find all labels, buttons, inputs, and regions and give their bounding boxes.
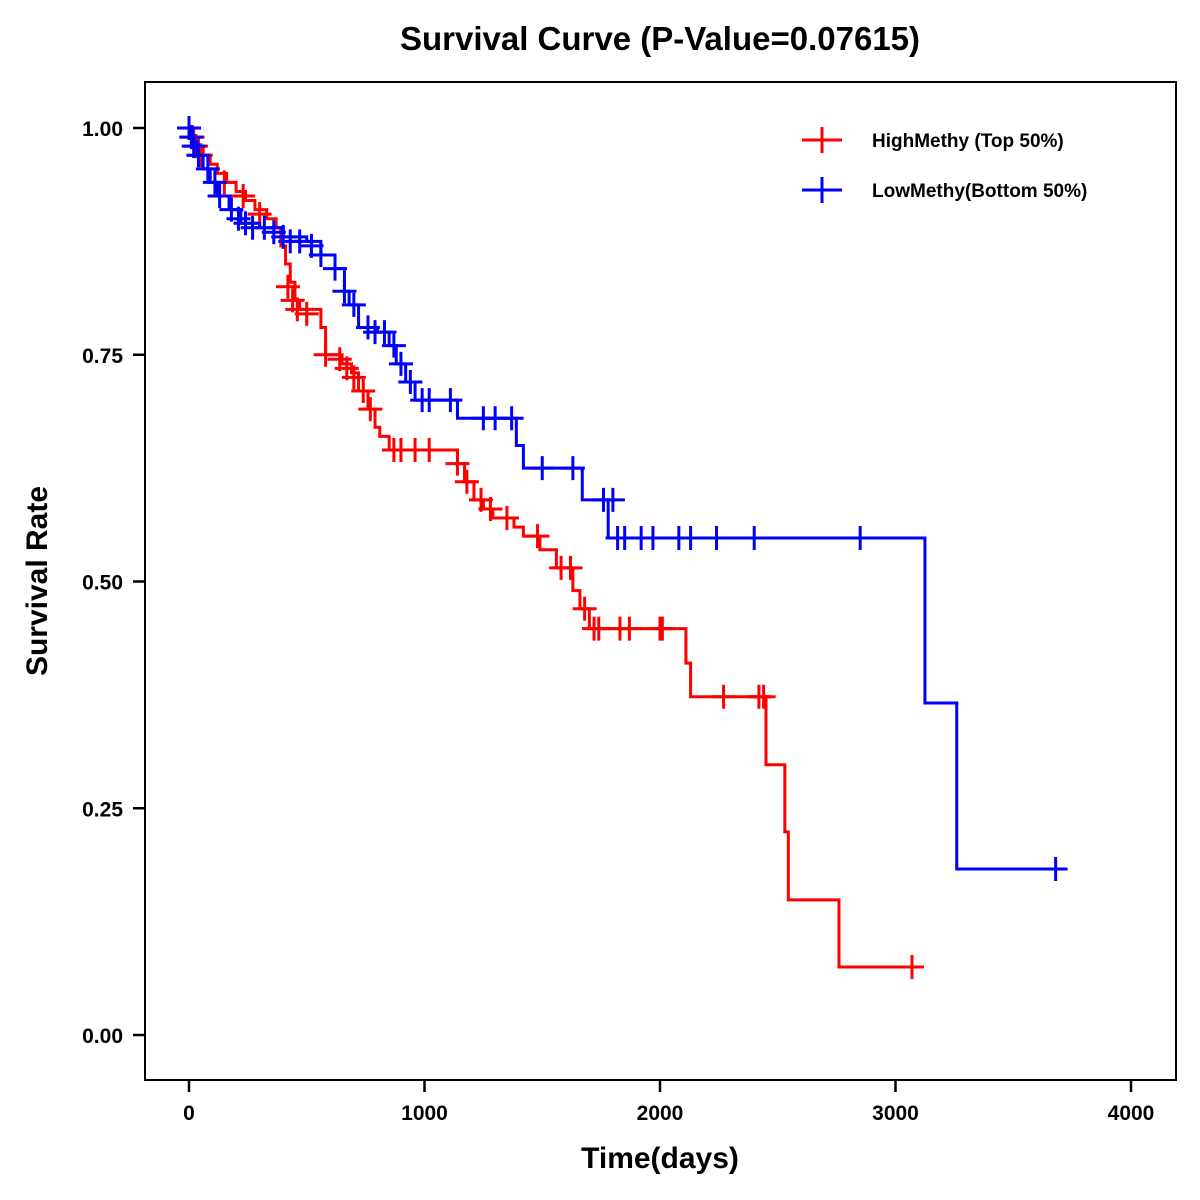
y-tick-label: 0.25 [82, 798, 123, 821]
y-tick-label: 0.50 [82, 572, 123, 595]
censor-mark [1043, 857, 1068, 882]
censor-mark [294, 301, 319, 326]
y-axis-label: Survival Rate [21, 486, 54, 676]
legend-label: LowMethy(Bottom 50%) [872, 181, 1087, 202]
censor-mark [558, 555, 583, 580]
x-tick-label: 0 [183, 1102, 195, 1125]
legend-marker-icon [802, 127, 842, 153]
censor-mark [308, 242, 333, 267]
x-axis-label: Time(days) [581, 1142, 739, 1175]
censor-mark [478, 496, 503, 521]
survival-step-line [189, 126, 1061, 871]
x-tick-label: 3000 [872, 1102, 919, 1125]
censor-mark [617, 616, 642, 641]
censor-mark [388, 351, 413, 376]
censor-mark [711, 684, 736, 709]
censor-mark [372, 320, 397, 345]
censor-mark [650, 616, 675, 641]
censor-mark [207, 184, 232, 209]
censor-mark [572, 596, 597, 621]
x-axis: 0 1000 2000 3000 4000 [183, 1080, 1154, 1125]
censor-mark [640, 525, 665, 550]
censor-mark [287, 229, 312, 254]
censor-mark [417, 388, 442, 413]
censor-mark [351, 379, 376, 404]
censor-mark [499, 406, 524, 431]
censor-mark [398, 369, 423, 394]
legend-marker-icon [802, 177, 842, 203]
x-tick-label: 4000 [1108, 1102, 1155, 1125]
censor-mark [560, 456, 585, 481]
survival-step-line [189, 126, 912, 969]
censor-mark [704, 525, 729, 550]
legend-item: LowMethy(Bottom 50%) [802, 177, 1087, 203]
series-1 [177, 116, 1068, 882]
censor-mark [231, 184, 256, 209]
censor-mark [445, 451, 470, 476]
censor-mark [678, 525, 703, 550]
censor-mark [494, 506, 519, 531]
censor-mark [586, 616, 611, 641]
censor-mark [600, 487, 625, 512]
censor-mark [417, 437, 442, 462]
censor-mark [438, 388, 463, 413]
censor-mark [323, 256, 348, 281]
censor-mark [275, 274, 300, 299]
censor-mark [341, 292, 366, 317]
censor-mark [525, 524, 550, 549]
censor-mark [742, 525, 767, 550]
censor-mark [341, 365, 366, 390]
x-tick-label: 2000 [637, 1102, 684, 1125]
censor-mark [848, 525, 873, 550]
y-tick-label: 0.00 [82, 1025, 123, 1048]
censor-mark [202, 170, 227, 195]
censor-mark [530, 456, 555, 481]
censor-mark [313, 342, 338, 367]
censor-mark [751, 684, 776, 709]
y-tick-label: 0.75 [82, 345, 123, 368]
legend-item: HighMethy (Top 50%) [802, 127, 1064, 153]
censor-mark [186, 143, 211, 168]
chart-title: Survival Curve (P-Value=0.07615) [400, 20, 920, 57]
censor-mark [454, 469, 479, 494]
censor-mark [381, 333, 406, 358]
censor-mark [195, 156, 220, 181]
series-layer [177, 116, 1068, 979]
x-tick-label: 1000 [401, 1102, 448, 1125]
censor-mark [358, 397, 383, 422]
censor-mark [332, 279, 357, 304]
y-axis: 0.00 0.25 0.50 0.75 1.00 [82, 118, 145, 1048]
legend-label: HighMethy (Top 50%) [872, 131, 1064, 152]
y-tick-label: 1.00 [82, 118, 123, 141]
censor-mark [899, 954, 924, 979]
legend: HighMethy (Top 50%) LowMethy(Bottom 50%) [802, 127, 1087, 203]
